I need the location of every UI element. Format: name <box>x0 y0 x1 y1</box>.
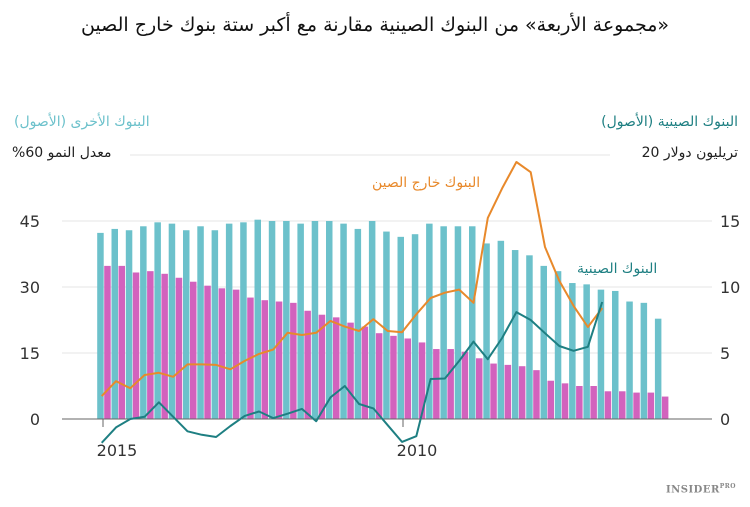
x-tick-label: 2015 <box>97 441 138 460</box>
right-tick-label: 5 <box>720 344 730 363</box>
other-banks-bar <box>297 223 304 419</box>
chinese-banks-bar <box>576 386 583 419</box>
right-tick-label: 10 <box>720 278 740 297</box>
chinese-banks-bar <box>333 317 340 419</box>
chinese-banks-bar <box>175 277 183 419</box>
other-banks-bar <box>383 231 390 419</box>
chinese-banks-bar <box>318 314 326 419</box>
other-banks-bar <box>197 226 204 419</box>
chinese-banks-bar <box>547 380 554 419</box>
other-banks-bar <box>511 250 519 419</box>
other-banks-bar <box>168 223 176 419</box>
chinese-banks-bar <box>190 281 197 419</box>
other-banks-bar <box>483 243 490 419</box>
chinese-banks-bar <box>132 272 140 419</box>
left-series-label: البنوك الأخرى (الأصول) <box>14 114 150 130</box>
chinese-line-annotation: البنوك الصينية <box>577 261 658 277</box>
chinese-banks-bar <box>518 366 526 419</box>
chart-title: «مجموعة الأربعة» من البنوك الصينية مقارن… <box>80 14 670 36</box>
left-tick-label: 45 <box>20 212 40 231</box>
other-banks-bar <box>626 301 633 419</box>
chinese-banks-bar <box>304 310 311 419</box>
chinese-banks-bar <box>561 383 569 419</box>
other-banks-bar <box>154 222 161 419</box>
other-banks-bar <box>640 302 648 419</box>
right-series-label: البنوك الصينية (الأصول) <box>601 114 738 130</box>
other-banks-bar <box>311 221 319 419</box>
chinese-banks-bar <box>647 392 655 419</box>
chinese-banks-bar <box>218 288 226 419</box>
chinese-banks-bar <box>147 271 154 419</box>
other-banks-bar <box>240 222 247 419</box>
chinese-banks-bar <box>204 285 211 419</box>
chinese-banks-bar <box>118 265 125 419</box>
other-banks-bar <box>97 232 104 419</box>
chinese-banks-bar <box>476 358 483 419</box>
chinese-banks-bar <box>590 386 597 419</box>
other-banks-bar <box>654 318 662 419</box>
logo-sub: PRO <box>719 482 736 490</box>
chinese-banks-bar <box>461 351 469 419</box>
chinese-banks-bar <box>533 370 540 419</box>
chinese-banks-bar <box>347 322 354 419</box>
other-banks-bar <box>426 223 433 419</box>
chinese-banks-bar <box>104 265 111 419</box>
chinese-banks-bar <box>375 333 383 419</box>
other-banks-bar <box>440 226 447 419</box>
chinese-banks-bar <box>261 300 268 419</box>
other-banks-bar <box>597 289 605 419</box>
chinese-banks-bar <box>604 391 612 419</box>
chinese-banks-bar <box>661 396 669 419</box>
outside-banks-growth-line <box>100 161 603 397</box>
other-banks-bar <box>583 284 590 419</box>
chinese-banks-bar <box>633 392 640 419</box>
other-banks-bar <box>111 228 118 419</box>
chinese-banks-bar <box>361 326 369 419</box>
other-banks-bar <box>225 223 233 419</box>
chinese-banks-bar <box>447 349 454 419</box>
chinese-banks-bar <box>490 363 497 419</box>
chinese-banks-bar <box>275 301 283 419</box>
other-banks-bar <box>326 221 333 419</box>
insider-pro-logo: INSIDERPRO <box>666 483 736 495</box>
other-banks-bar <box>254 219 261 419</box>
other-banks-bar <box>454 226 462 419</box>
chinese-banks-bar <box>418 342 426 419</box>
other-banks-bar <box>612 290 619 419</box>
other-banks-bar <box>497 240 505 419</box>
other-banks-bar <box>183 230 190 419</box>
left-axis-unit-label: معدل النمو 60% <box>12 145 112 161</box>
chinese-banks-bar <box>232 289 240 419</box>
outside-line-annotation: البنوك خارج الصين <box>372 175 481 191</box>
other-banks-bar <box>283 221 290 419</box>
logo-text: INSIDER <box>665 484 720 495</box>
other-banks-bar <box>354 228 362 419</box>
chinese-banks-bar <box>433 349 440 419</box>
other-banks-bar <box>540 265 547 419</box>
other-banks-bar <box>140 226 147 419</box>
right-tick-label: 15 <box>720 212 740 231</box>
other-banks-bar <box>268 221 276 419</box>
left-tick-label: 30 <box>20 278 40 297</box>
other-banks-bar <box>411 234 419 419</box>
other-banks-bar <box>469 226 476 419</box>
chinese-banks-growth-line <box>100 301 604 444</box>
right-tick-label: 0 <box>720 410 730 429</box>
right-axis-unit-label: تريليون دولار 20 <box>641 145 738 161</box>
x-tick-label: 2010 <box>397 441 438 460</box>
other-banks-bar <box>526 255 533 419</box>
other-banks-bar <box>211 230 219 419</box>
chinese-banks-bar <box>404 338 411 419</box>
other-banks-bar <box>125 230 133 419</box>
chinese-banks-bar <box>504 364 512 419</box>
other-banks-bar <box>340 223 347 419</box>
other-banks-bar <box>397 236 404 419</box>
chinese-banks-bar <box>619 391 626 419</box>
chinese-banks-bar <box>161 273 168 419</box>
chinese-banks-bar <box>390 335 397 419</box>
left-tick-label: 15 <box>20 344 40 363</box>
left-tick-label: 0 <box>30 410 40 429</box>
chinese-banks-bar <box>290 302 297 419</box>
